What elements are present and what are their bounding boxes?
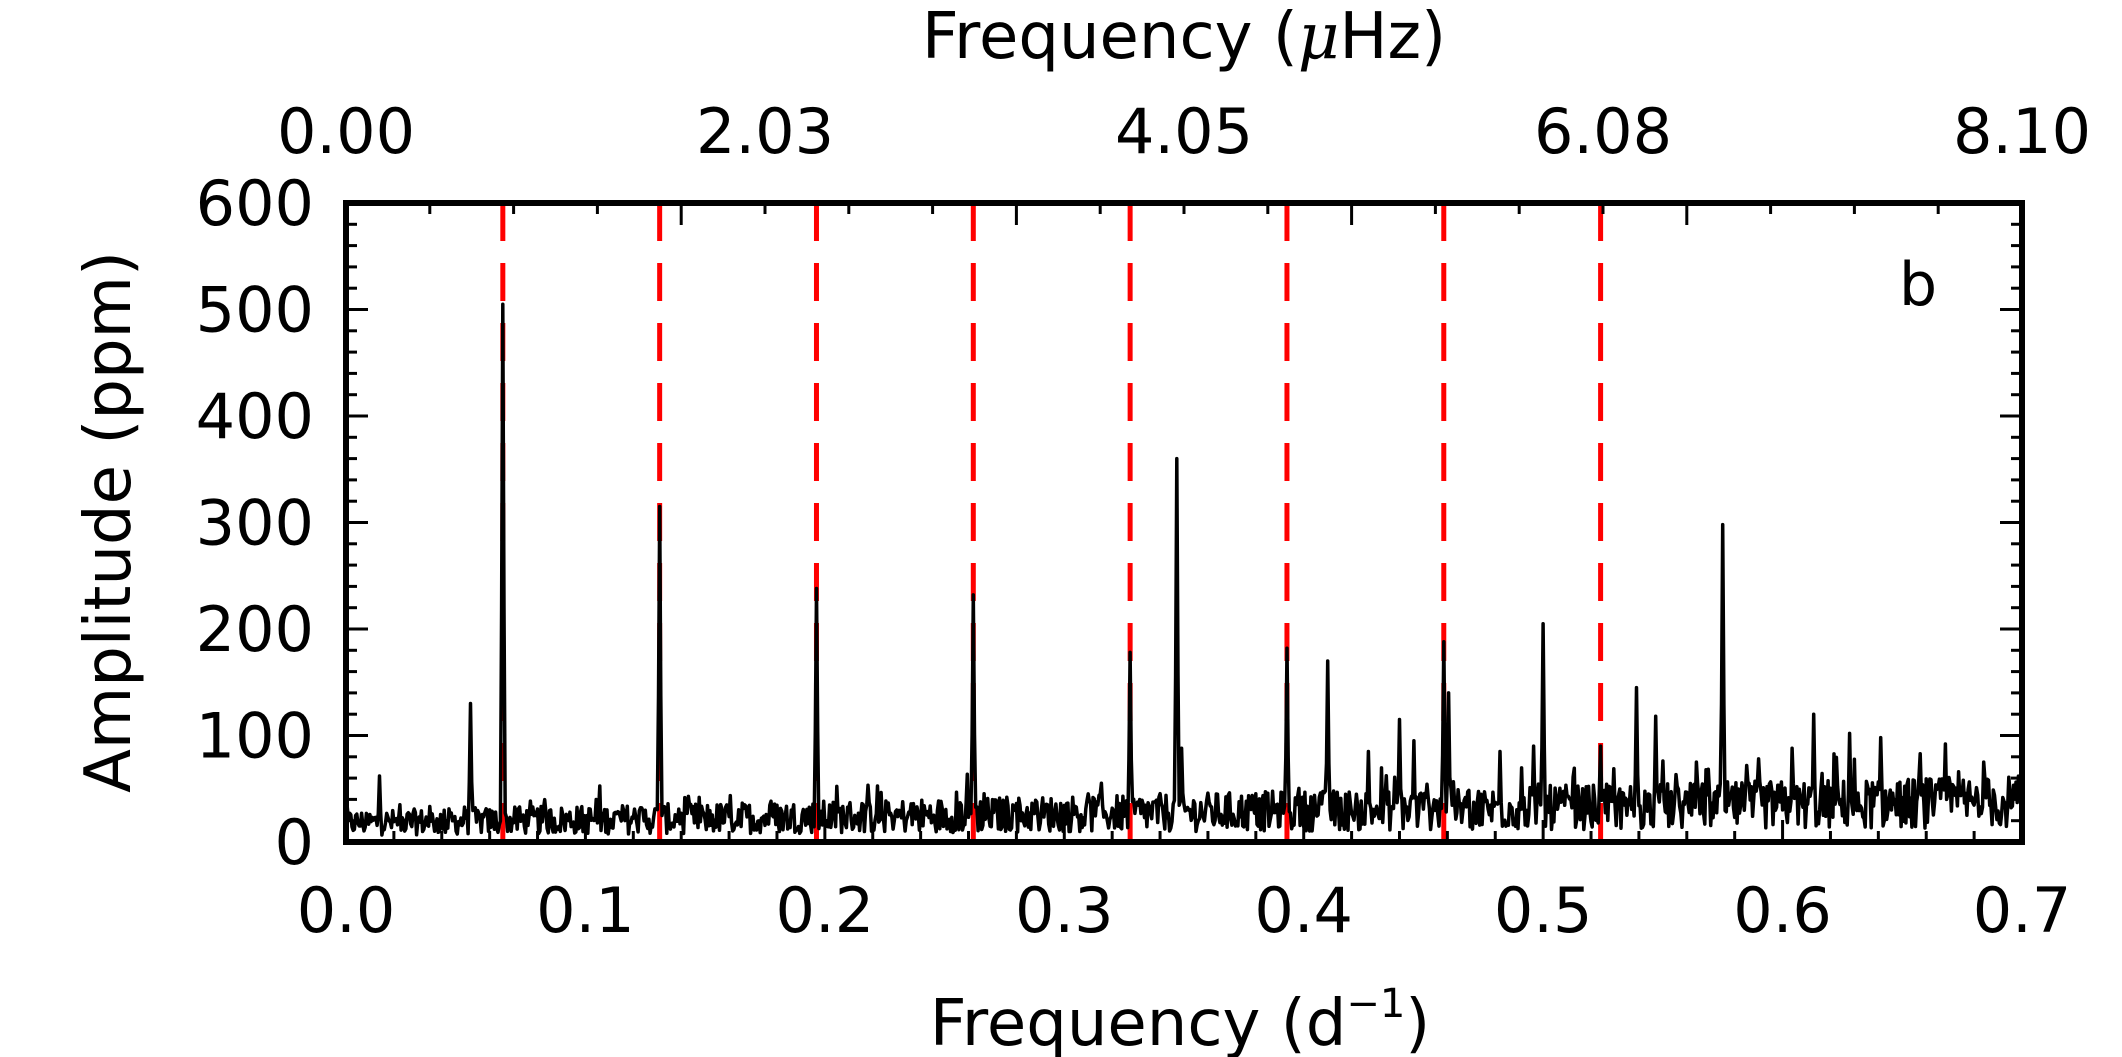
x-tick-label: 0.7 [1973, 874, 2072, 947]
axis-ticks [344, 201, 2024, 844]
y-tick-label: 100 [196, 700, 314, 773]
x-tick-label: 0.5 [1494, 874, 1593, 947]
panel-label: b [1899, 250, 1937, 320]
tick-labels: 0.0 0.1 0.2 0.3 0.4 0.5 0.6 0.7 0 100 200 300 400 500… [196, 95, 2091, 947]
x-axis-label-top: Frequency (μHz) [922, 0, 1446, 74]
y-tick-label: 0 [275, 806, 314, 879]
top-tick-label: 6.08 [1534, 95, 1672, 168]
spectrum-line [344, 302, 2024, 837]
y-tick-label: 300 [196, 487, 314, 560]
x-tick-label: 0.3 [1015, 874, 1114, 947]
y-axis-label: Amplitude (ppm) [72, 251, 146, 793]
plot-frame [343, 200, 2025, 845]
top-tick-label: 4.05 [1115, 95, 1253, 168]
y-tick-label: 400 [196, 380, 314, 453]
x-tick-label: 0.6 [1733, 874, 1832, 947]
y-tick-label: 600 [196, 167, 314, 240]
top-tick-label: 0.00 [277, 95, 415, 168]
top-tick-label: 8.10 [1953, 95, 2091, 168]
x-tick-label: 0.2 [776, 874, 875, 947]
y-tick-label: 200 [196, 593, 314, 666]
x-tick-label: 0.0 [297, 874, 396, 947]
x-tick-label: 0.1 [536, 874, 635, 947]
harmonic-lines [500, 203, 1604, 842]
x-axis-label-bottom: Frequency (d−1) [930, 981, 1431, 1057]
x-tick-label: 0.4 [1254, 874, 1353, 947]
top-tick-label: 2.03 [696, 95, 834, 168]
spectrum [344, 302, 2024, 837]
y-tick-label: 500 [196, 274, 314, 347]
